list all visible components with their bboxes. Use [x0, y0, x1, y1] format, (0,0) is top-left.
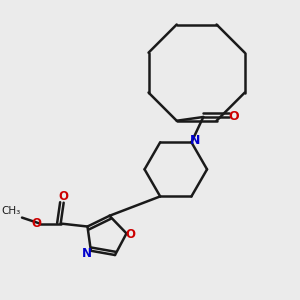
Text: N: N: [190, 134, 200, 147]
Text: CH₃: CH₃: [1, 206, 20, 216]
Text: O: O: [59, 190, 69, 203]
Text: N: N: [82, 247, 92, 260]
Text: O: O: [125, 228, 135, 242]
Text: O: O: [228, 110, 239, 124]
Text: O: O: [31, 217, 41, 230]
